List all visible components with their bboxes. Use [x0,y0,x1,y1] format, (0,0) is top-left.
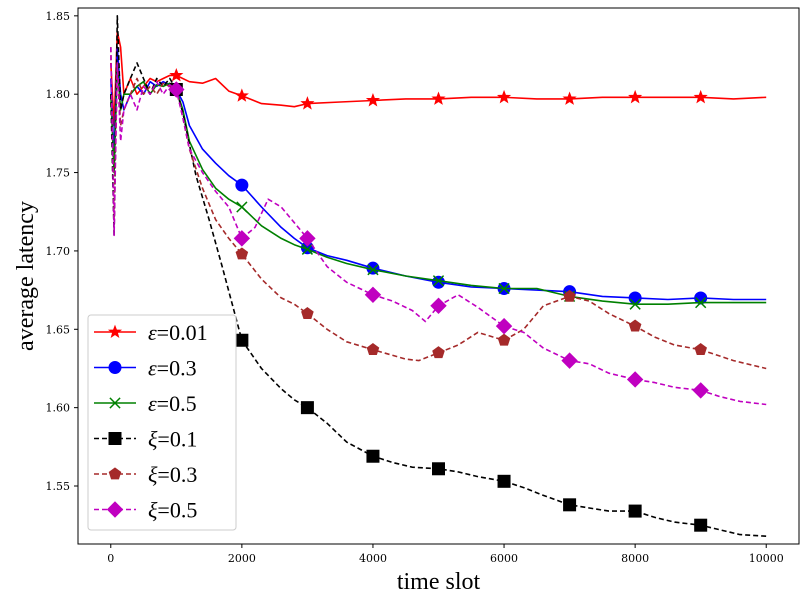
legend-value: =0.5 [157,498,197,523]
legend-value: =0.01 [157,320,208,345]
series-1-marker [628,89,643,104]
series-4-marker [300,401,314,415]
legend-label-3: ε=0.5 [148,391,197,416]
series-6-marker [430,297,447,314]
y-tick-label: 1.85 [46,10,71,23]
legend-box [87,314,237,531]
series-5-marker [694,343,707,356]
x-axis-title: time slot [397,569,481,595]
series-6-marker [561,352,578,369]
legend-marker-6 [106,501,124,518]
legend-label-2: ε=0.3 [148,356,197,381]
x-tick-label: 2000 [228,552,256,565]
series-4-marker [563,498,577,512]
series-4-marker [235,333,249,347]
series-line-4 [110,15,767,537]
legend-value: =0.3 [157,356,197,381]
legend-value: =0.5 [157,391,197,416]
x-tick-label: 4000 [359,552,387,565]
series-1-marker [300,96,315,110]
legend-symbol: ξ [148,427,158,452]
legend-marker-4 [108,432,122,445]
axes-frame [77,7,800,545]
series-6-marker [495,317,513,335]
series-line-5 [110,47,767,370]
y-tick-label: 1.65 [46,323,71,336]
x-tick-label: 8000 [621,552,649,565]
series-6-marker [626,371,644,388]
series-1-marker [693,89,708,104]
series-2-marker [432,275,445,289]
series-4-marker [628,504,642,518]
series-4-marker [694,518,708,532]
legend-label-1: ε=0.01 [148,320,208,345]
series-6-marker [233,230,251,247]
series-4-marker [432,462,445,476]
legend-value: =0.1 [157,427,197,452]
legend-symbol: ξ [148,498,158,523]
y-tick-label: 1.80 [46,88,71,101]
series-1-marker [562,91,577,105]
series-3-marker [629,298,641,310]
legend-label-6: ξ=0.5 [148,498,197,523]
y-tick-label: 1.60 [46,402,71,415]
legend-symbol: ξ [148,462,158,487]
series-3-marker [367,264,379,276]
y-axis-title: average latency [13,201,39,351]
series-1-marker [496,89,512,104]
legend-marker-3 [109,397,121,409]
series-4-marker [497,474,511,488]
legend-label-5: ξ=0.3 [148,462,197,487]
series-3-marker [498,282,510,295]
x-tick-label: 6000 [490,552,518,565]
series-1-marker [431,91,446,105]
x-tick-label: 0 [107,552,114,565]
series-3-marker [695,297,707,309]
series-3-marker [432,275,445,287]
series-5-marker [366,343,380,356]
series-1-marker [234,88,249,102]
axis-ticks: 0 2000 4000 6000 8000 10000 1.55 1.60 1.65 1.70 1.… [46,10,784,565]
y-tick-label: 1.75 [46,167,71,180]
series-6-marker [364,286,382,304]
series-5-marker [301,306,314,319]
series-1-marker [169,67,184,82]
y-tick-label: 1.55 [46,480,71,493]
series-4-marker [366,449,380,463]
series-6-marker [692,382,709,399]
series-line-1 [110,30,767,127]
series-2-marker [235,178,249,192]
legend-symbol: ε [148,356,157,381]
series-5-marker [563,289,576,302]
legend-marker-1 [107,324,123,339]
series-6-marker [299,230,316,247]
series-3-marker [301,243,314,255]
series-5-marker [235,247,249,260]
legend-symbol: ε [148,391,157,416]
series-5-marker [432,346,445,359]
x-tick-label: 10000 [749,552,784,565]
legend-marker-5 [108,467,122,480]
series-3-marker [236,201,248,213]
series-line-6 [110,47,767,406]
legend-label-4: ξ=0.1 [148,427,197,452]
series-2-marker [628,291,642,305]
legend-symbol: ε [148,320,157,345]
legend: ε=0.01ε=0.3ε=0.5ξ=0.1ξ=0.3ξ=0.5 [87,314,237,531]
series-6-marker [168,81,185,98]
series-1-marker [365,93,381,107]
series-5-marker [497,333,511,346]
series-2-marker [694,291,708,305]
legend-value: =0.3 [157,462,197,487]
y-tick-label: 1.70 [46,245,71,258]
series-5-marker [628,319,642,332]
plot-area [110,15,767,537]
legend-marker-2 [108,361,122,374]
